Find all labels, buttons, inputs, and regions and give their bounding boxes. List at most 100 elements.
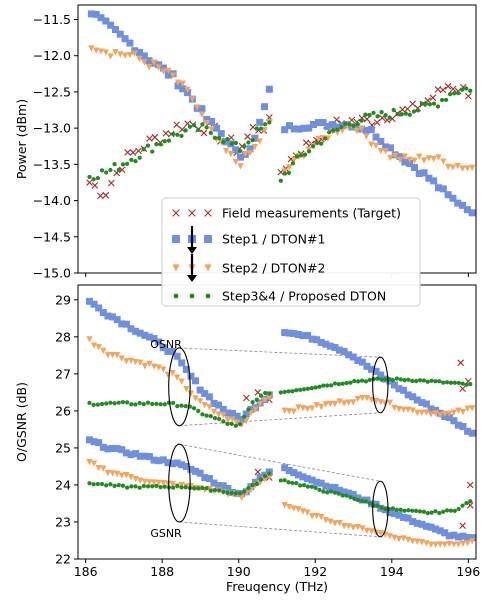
data-point — [425, 511, 430, 516]
data-point — [372, 142, 380, 150]
data-point — [104, 312, 112, 320]
data-point — [196, 386, 204, 394]
data-point — [459, 532, 467, 540]
data-point — [282, 171, 287, 176]
data-point — [201, 402, 208, 409]
data-point — [145, 57, 153, 65]
data-point — [353, 127, 360, 135]
data-point — [168, 460, 176, 468]
data-point — [224, 416, 231, 424]
y-tick-label: −13.5 — [33, 157, 71, 172]
data-point — [372, 133, 380, 141]
data-point — [444, 82, 452, 90]
data-point — [174, 82, 182, 90]
data-point — [363, 499, 368, 504]
data-point-stroke — [363, 115, 371, 123]
data-point — [91, 182, 99, 189]
data-point — [439, 86, 447, 94]
data-point — [95, 439, 103, 447]
data-point — [212, 416, 218, 421]
data-point — [109, 351, 116, 359]
data-point-stroke — [465, 92, 472, 100]
data-point — [189, 96, 196, 103]
data-point — [459, 201, 467, 209]
data-point — [140, 52, 148, 60]
data-point — [158, 142, 163, 147]
data-point — [232, 146, 240, 154]
data-point — [97, 14, 105, 22]
data-point — [174, 79, 182, 86]
data-point — [141, 483, 146, 489]
data-point — [281, 126, 289, 134]
data-point — [358, 125, 365, 132]
data-point — [299, 508, 307, 515]
data-point-stroke — [466, 481, 474, 489]
data-point — [464, 500, 469, 506]
data-point — [433, 379, 438, 384]
data-point — [132, 358, 139, 366]
data-point — [204, 486, 209, 491]
data-point — [254, 481, 259, 486]
data-point — [178, 481, 185, 489]
data-point-stroke — [173, 121, 181, 128]
data-point — [131, 50, 138, 57]
data-point — [339, 127, 346, 135]
legend-marker — [204, 209, 212, 217]
data-point — [184, 86, 191, 94]
data-point — [394, 507, 399, 512]
data-point — [468, 382, 473, 387]
data-point — [183, 404, 188, 409]
data-point — [97, 192, 104, 200]
data-point — [107, 21, 115, 29]
data-point — [435, 104, 441, 109]
zoom-connector — [179, 443, 381, 482]
data-point-stroke — [404, 105, 411, 113]
data-point — [383, 113, 388, 118]
legend-label: Step1 / DTON#1 — [222, 232, 325, 247]
data-point — [116, 400, 121, 405]
data-point — [95, 464, 102, 472]
data-point — [170, 72, 177, 79]
data-point — [444, 380, 450, 385]
data-point — [232, 158, 239, 166]
data-point — [399, 112, 404, 117]
data-point — [133, 484, 138, 489]
data-point — [433, 509, 438, 514]
data-point — [457, 359, 465, 367]
data-point — [247, 405, 255, 413]
data-point — [367, 377, 372, 383]
data-point — [247, 483, 255, 491]
data-point — [111, 26, 119, 34]
data-point — [407, 112, 412, 117]
data-point — [242, 150, 249, 158]
data-point — [158, 485, 163, 490]
y-axis-label: Power (dBm) — [14, 99, 29, 179]
data-point — [203, 120, 210, 127]
data-point — [85, 297, 93, 305]
data-point — [468, 534, 476, 542]
legend-marker-stroke — [188, 209, 196, 217]
x-tick-label: 196 — [456, 564, 480, 579]
data-point — [456, 380, 461, 385]
data-point — [126, 51, 134, 59]
data-point — [132, 327, 140, 335]
data-point-stroke — [86, 179, 93, 186]
data-point — [444, 508, 450, 513]
data-point — [267, 471, 272, 476]
data-point — [410, 508, 415, 513]
data-point — [375, 503, 380, 508]
data-point — [353, 123, 361, 131]
data-point — [302, 139, 310, 147]
data-point — [308, 405, 316, 412]
data-point — [118, 446, 126, 454]
data-point — [150, 484, 155, 489]
data-point — [427, 102, 433, 107]
data-point — [295, 506, 302, 513]
data-point — [250, 138, 255, 143]
data-point — [310, 144, 316, 149]
data-point — [394, 376, 399, 381]
data-point — [122, 449, 130, 457]
data-point — [133, 158, 138, 164]
data-point — [215, 482, 223, 490]
data-point — [179, 80, 186, 87]
